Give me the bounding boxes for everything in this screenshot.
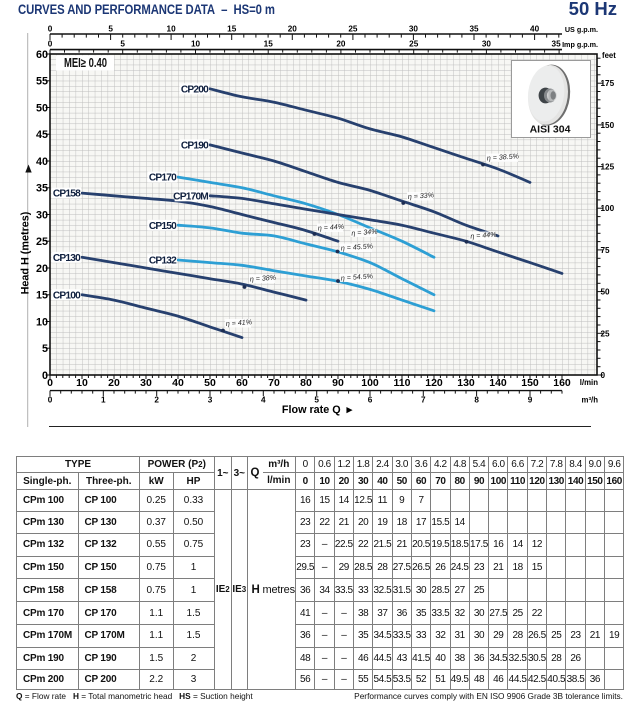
- svg-text:0: 0: [601, 371, 606, 380]
- svg-text:5: 5: [108, 25, 113, 34]
- svg-text:75: 75: [601, 246, 611, 255]
- svg-text:40: 40: [36, 156, 48, 168]
- svg-text:30: 30: [140, 377, 152, 389]
- svg-text:150: 150: [601, 121, 615, 130]
- svg-text:40: 40: [530, 25, 540, 34]
- svg-text:60: 60: [236, 377, 248, 389]
- svg-text:20: 20: [108, 377, 120, 389]
- svg-text:5: 5: [42, 343, 48, 355]
- svg-text:9: 9: [528, 396, 533, 405]
- svg-text:20: 20: [336, 40, 346, 49]
- svg-text:Head H (metres): Head H (metres): [20, 211, 32, 294]
- svg-text:50: 50: [36, 102, 48, 114]
- svg-text:η = 41%: η = 41%: [226, 318, 253, 328]
- svg-text:20: 20: [36, 263, 48, 275]
- svg-text:AISI 304: AISI 304: [530, 124, 571, 136]
- svg-text:30: 30: [36, 209, 48, 221]
- svg-text:175: 175: [601, 79, 615, 88]
- svg-text:5: 5: [314, 396, 319, 405]
- svg-text:η = 44%: η = 44%: [318, 223, 345, 233]
- svg-text:110: 110: [394, 377, 411, 389]
- svg-text:35: 35: [36, 183, 48, 195]
- svg-text:10: 10: [36, 316, 48, 328]
- svg-text:2: 2: [154, 396, 159, 405]
- svg-text:4: 4: [261, 396, 266, 405]
- svg-text:η = 45.5%: η = 45.5%: [341, 242, 374, 252]
- svg-text:8: 8: [474, 396, 479, 405]
- svg-text:25: 25: [409, 40, 419, 49]
- svg-text:CP132: CP132: [149, 256, 177, 267]
- svg-text:10: 10: [76, 377, 88, 389]
- svg-text:35: 35: [552, 40, 562, 49]
- svg-text:US g.p.m.: US g.p.m.: [565, 25, 598, 34]
- svg-text:10: 10: [191, 40, 201, 49]
- svg-text:3: 3: [208, 396, 213, 405]
- svg-text:140: 140: [489, 377, 507, 389]
- svg-text:100: 100: [361, 377, 379, 389]
- svg-text:45: 45: [36, 129, 48, 141]
- svg-text:5: 5: [120, 40, 125, 49]
- svg-text:η = 34%: η = 34%: [351, 228, 378, 238]
- svg-text:feet: feet: [602, 51, 616, 60]
- svg-text:1: 1: [101, 396, 106, 405]
- svg-text:MEI≥ 0.40: MEI≥ 0.40: [64, 56, 107, 70]
- svg-text:55: 55: [36, 76, 48, 88]
- svg-text:150: 150: [521, 377, 539, 389]
- svg-text:50: 50: [601, 288, 611, 297]
- svg-text:40: 40: [172, 377, 184, 389]
- svg-text:70: 70: [268, 377, 280, 389]
- svg-text:0: 0: [48, 396, 53, 405]
- svg-text:η = 33%: η = 33%: [408, 191, 435, 201]
- svg-text:CP170: CP170: [149, 173, 177, 184]
- svg-text:CP170M: CP170M: [173, 191, 208, 202]
- svg-text:η = 38%: η = 38%: [250, 274, 277, 284]
- svg-text:50: 50: [204, 377, 216, 389]
- svg-text:0: 0: [42, 370, 48, 382]
- svg-text:25: 25: [601, 329, 611, 338]
- svg-text:CP190: CP190: [181, 141, 209, 152]
- svg-text:CP200: CP200: [181, 84, 209, 95]
- svg-text:25: 25: [36, 236, 48, 248]
- svg-text:160: 160: [553, 377, 571, 389]
- svg-text:15: 15: [264, 40, 274, 49]
- svg-text:CP158: CP158: [53, 189, 81, 200]
- svg-text:20: 20: [288, 25, 298, 34]
- svg-text:η = 54.5%: η = 54.5%: [341, 272, 374, 282]
- svg-text:6: 6: [368, 396, 373, 405]
- svg-text:130: 130: [457, 377, 475, 389]
- svg-text:100: 100: [601, 204, 615, 213]
- svg-text:Imp g.p.m.: Imp g.p.m.: [562, 40, 598, 49]
- svg-text:10: 10: [167, 25, 177, 34]
- svg-text:η = 44%: η = 44%: [470, 231, 497, 241]
- svg-text:120: 120: [425, 377, 443, 389]
- svg-text:125: 125: [601, 163, 615, 172]
- svg-text:Flow rate Q ▸: Flow rate Q ▸: [282, 404, 353, 416]
- svg-text:15: 15: [36, 290, 48, 302]
- svg-text:0: 0: [48, 40, 53, 49]
- svg-text:0: 0: [47, 377, 53, 389]
- svg-text:90: 90: [332, 377, 344, 389]
- svg-text:60: 60: [36, 49, 48, 61]
- svg-text:CP130: CP130: [53, 253, 81, 264]
- svg-text:l/min: l/min: [580, 378, 598, 387]
- svg-text:35: 35: [469, 25, 479, 34]
- svg-text:0: 0: [48, 25, 53, 34]
- svg-text:80: 80: [300, 377, 312, 389]
- svg-text:25: 25: [348, 25, 358, 34]
- svg-text:15: 15: [227, 25, 237, 34]
- svg-text:30: 30: [482, 40, 492, 49]
- svg-text:m³/h: m³/h: [582, 396, 599, 405]
- svg-text:30: 30: [409, 25, 419, 34]
- svg-text:CP100: CP100: [53, 290, 81, 301]
- svg-text:η = 38.5%: η = 38.5%: [487, 152, 520, 162]
- svg-text:CP150: CP150: [149, 221, 177, 232]
- svg-text:7: 7: [421, 396, 426, 405]
